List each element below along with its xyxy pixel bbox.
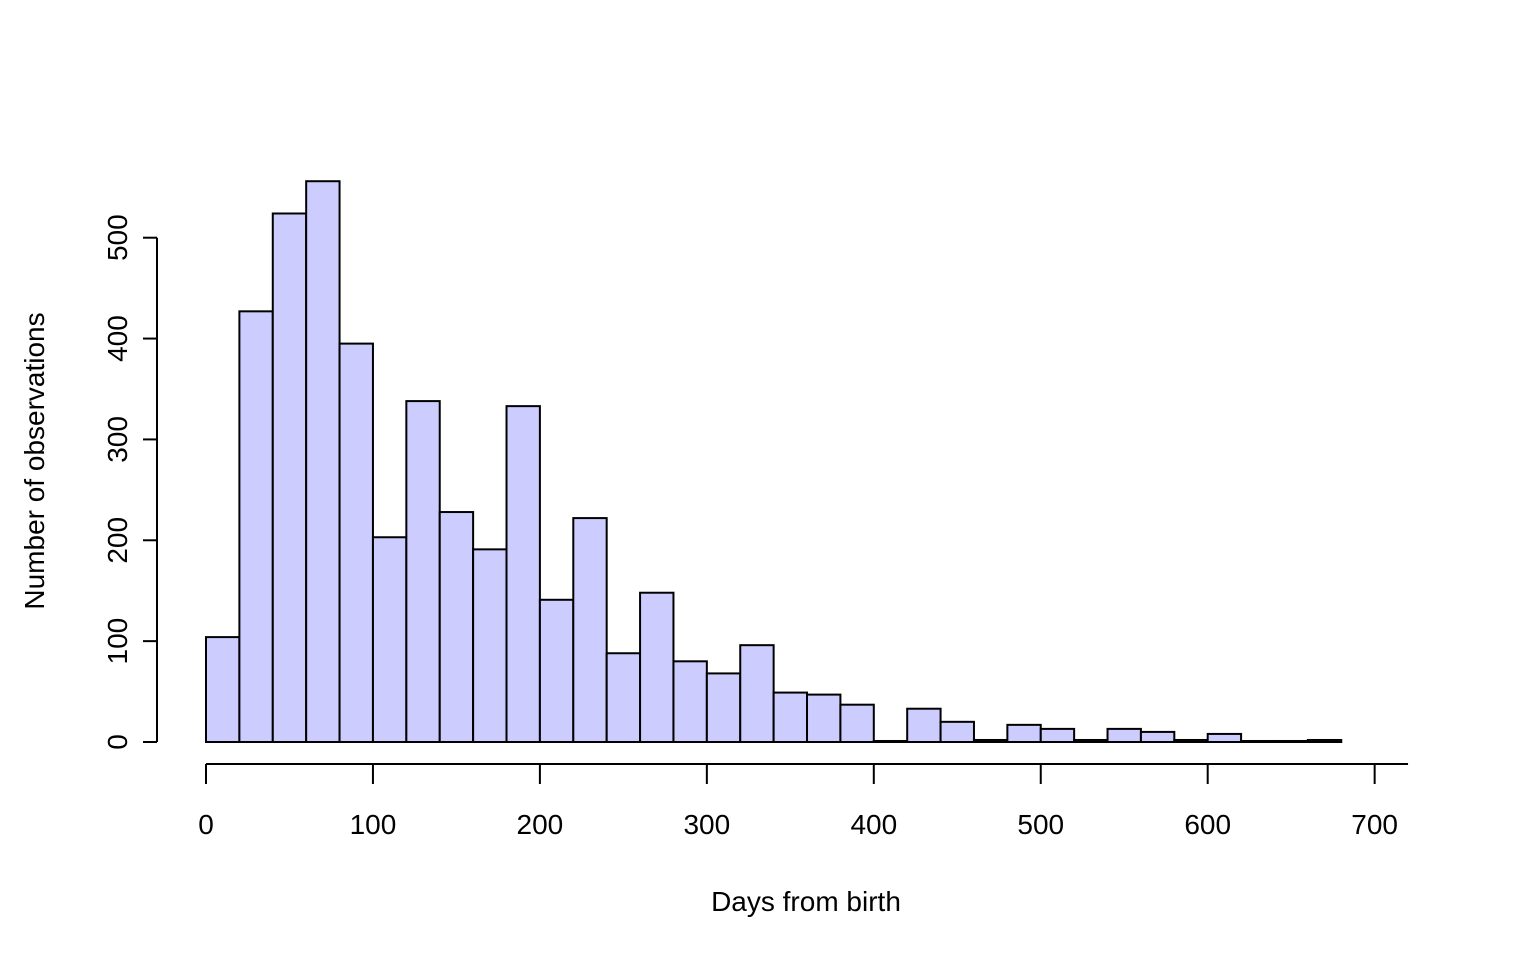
y-tick-label: 300	[102, 416, 133, 463]
x-tick-label: 300	[683, 809, 730, 840]
histogram-bar	[906, 707, 942, 743]
histogram-bar	[1006, 723, 1042, 744]
y-tick-label: 500	[102, 214, 133, 261]
histogram-bar	[839, 703, 875, 744]
histogram-bar	[939, 720, 975, 744]
y-axis: 0 100 200 300 400 500	[102, 214, 158, 750]
x-tick-label: 400	[850, 809, 897, 840]
y-tick-label: 0	[102, 734, 133, 750]
histogram-bar	[1273, 739, 1309, 743]
histogram-bar	[1173, 738, 1209, 743]
histogram-bar	[271, 212, 308, 744]
y-tick-label: 400	[102, 315, 133, 362]
histogram-bar	[1073, 738, 1109, 743]
y-tick-label: 200	[102, 517, 133, 564]
x-tick-label: 200	[517, 809, 564, 840]
histogram-bar	[739, 644, 775, 743]
histogram-bar	[1039, 727, 1076, 743]
y-tick-label: 100	[102, 618, 133, 665]
histogram-bar	[205, 636, 241, 743]
x-tick-label: 700	[1351, 809, 1398, 840]
histogram-bar	[1240, 739, 1276, 743]
x-axis: 0 100 200 300 400 500 600 700	[198, 763, 1409, 840]
histogram-bar	[605, 652, 642, 744]
histogram-bar	[338, 342, 374, 743]
histogram-bar	[238, 310, 274, 743]
histogram-bar	[1106, 727, 1142, 743]
histogram-bar	[639, 591, 675, 743]
x-tick-label: 600	[1184, 809, 1231, 840]
histogram-bar	[806, 693, 842, 744]
histogram-bar	[772, 691, 809, 744]
histogram-bar	[505, 405, 541, 743]
x-tick-label: 100	[350, 809, 397, 840]
histogram-bar	[705, 672, 742, 744]
histogram-bar	[1139, 730, 1176, 744]
histogram-bar	[1206, 732, 1243, 744]
histogram-bar	[972, 738, 1009, 743]
histogram-bar	[438, 511, 475, 743]
histogram-bar	[405, 400, 441, 743]
histogram-bar	[538, 598, 575, 744]
histogram-bar	[672, 660, 708, 744]
y-axis-title: Number of observations	[19, 312, 50, 609]
histogram-bar	[472, 548, 508, 744]
x-tick-label: 0	[198, 809, 214, 840]
histogram-bar	[305, 180, 341, 744]
histogram-bar	[371, 536, 408, 744]
histogram-bar	[872, 739, 909, 743]
x-tick-label: 500	[1017, 809, 1064, 840]
x-axis-title: Days from birth	[711, 886, 901, 917]
histogram-bar	[1306, 738, 1343, 743]
histogram-bar	[572, 517, 608, 744]
bars-group	[205, 180, 1343, 744]
